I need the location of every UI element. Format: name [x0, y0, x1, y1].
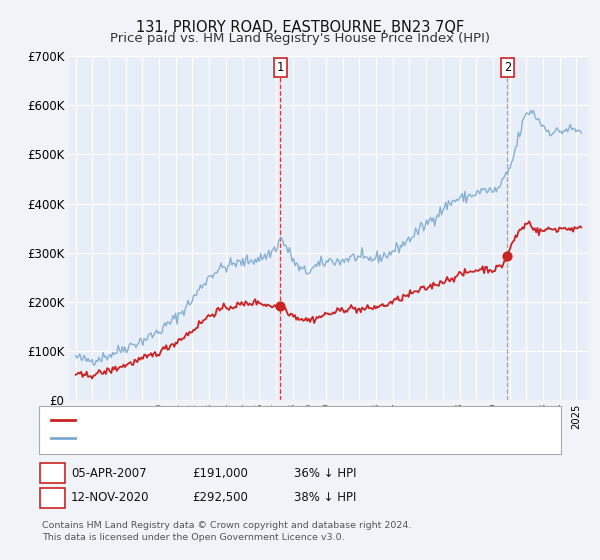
Text: £292,500: £292,500 — [192, 491, 248, 505]
Text: £191,000: £191,000 — [192, 466, 248, 480]
Text: HPI: Average price, detached house, Eastbourne: HPI: Average price, detached house, East… — [81, 433, 350, 444]
Text: 1: 1 — [277, 61, 284, 74]
Text: 2: 2 — [504, 61, 511, 74]
Text: 131, PRIORY ROAD, EASTBOURNE, BN23 7QF (detached house): 131, PRIORY ROAD, EASTBOURNE, BN23 7QF (… — [81, 415, 433, 425]
Point — [503, 252, 512, 261]
Text: Price paid vs. HM Land Registry's House Price Index (HPI): Price paid vs. HM Land Registry's House … — [110, 32, 490, 45]
Text: 36% ↓ HPI: 36% ↓ HPI — [294, 466, 356, 480]
Text: 131, PRIORY ROAD, EASTBOURNE, BN23 7QF: 131, PRIORY ROAD, EASTBOURNE, BN23 7QF — [136, 20, 464, 35]
Text: Contains HM Land Registry data © Crown copyright and database right 2024.: Contains HM Land Registry data © Crown c… — [42, 521, 412, 530]
Text: 1: 1 — [49, 466, 56, 480]
Text: 2: 2 — [49, 491, 56, 505]
Text: 38% ↓ HPI: 38% ↓ HPI — [294, 491, 356, 505]
Point — [275, 302, 285, 311]
Text: This data is licensed under the Open Government Licence v3.0.: This data is licensed under the Open Gov… — [42, 533, 344, 542]
Text: 05-APR-2007: 05-APR-2007 — [71, 466, 146, 480]
Text: 12-NOV-2020: 12-NOV-2020 — [71, 491, 149, 505]
